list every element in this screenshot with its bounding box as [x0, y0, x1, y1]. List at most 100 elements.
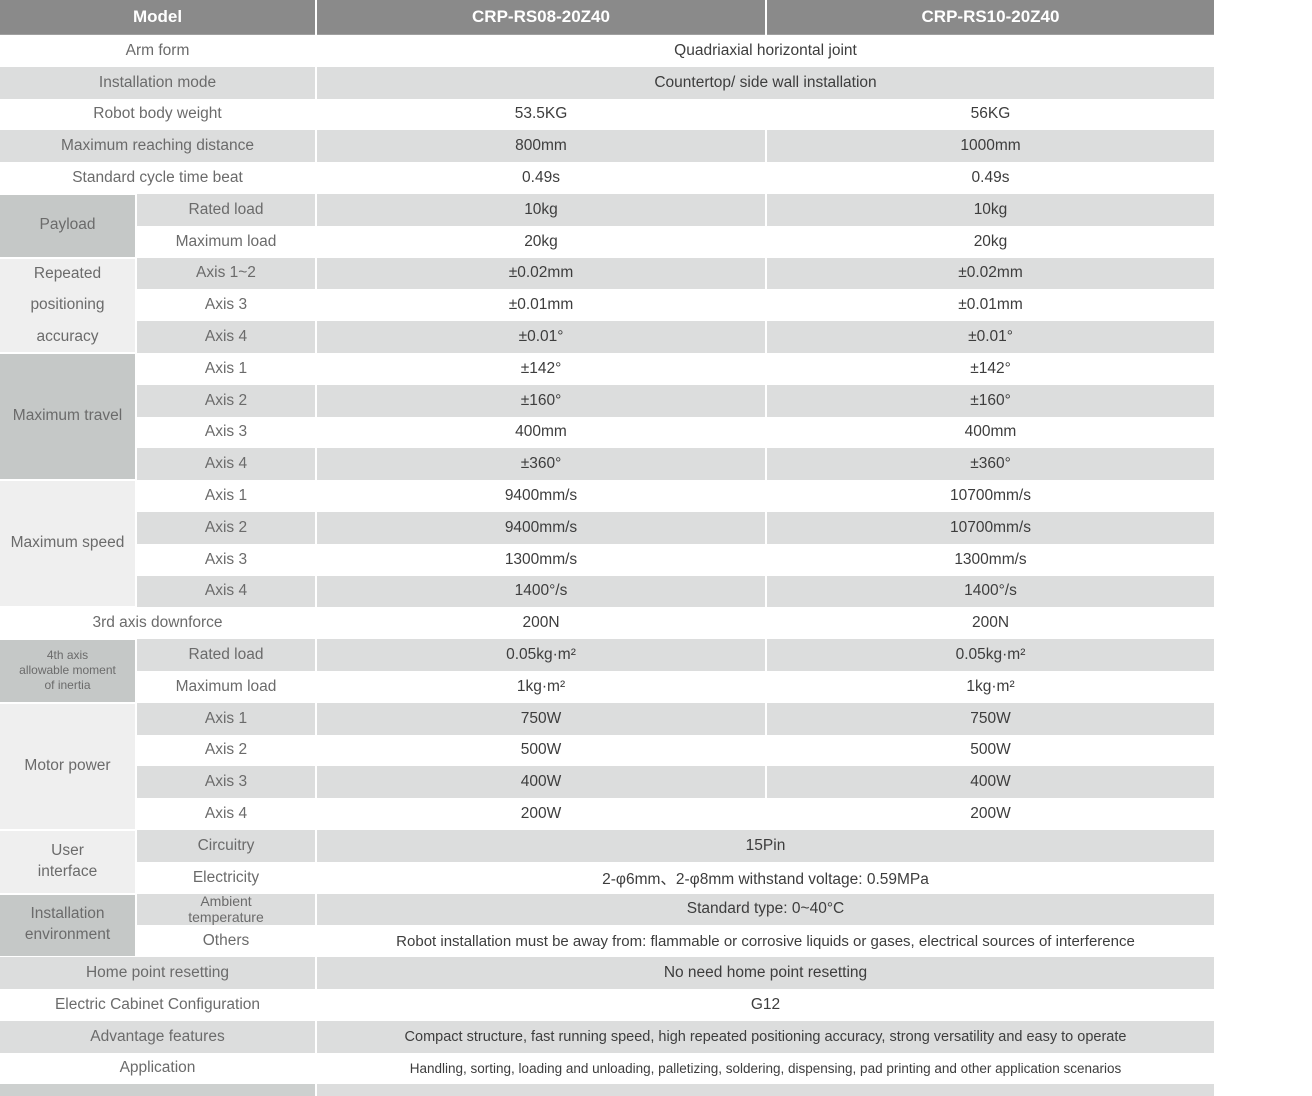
- others-label: Others: [202, 932, 250, 950]
- cabinet-label: Electric Cabinet Configuration: [54, 995, 261, 1013]
- row-speed-axis3: Axis 3 1300mm/s 1300mm/s: [0, 544, 1214, 576]
- accuracy-axis4-rs10: ±0.01°: [767, 321, 1214, 353]
- accuracy-axis12-label: Axis 1~2: [137, 257, 315, 290]
- inertia-max-label: Maximum load: [175, 677, 277, 695]
- cabinet-value: G12: [750, 995, 781, 1013]
- group-label-payload: Payload: [0, 195, 135, 257]
- row-motor-axis2: Axis 2 500W 500W: [0, 735, 1214, 767]
- travel-axis3-label: Axis 3: [204, 423, 248, 441]
- accuracy-axis4-label: Axis 4: [137, 321, 315, 353]
- clipped-label-cell: [0, 1084, 315, 1096]
- row-installation-mode: Installation mode Countertop/ side wall …: [0, 66, 1214, 99]
- circuitry-value: 15Pin: [317, 829, 1214, 862]
- motor-axis1-rs10: 750W: [767, 702, 1214, 735]
- group-label-max-speed: Maximum speed: [0, 481, 135, 607]
- accuracy-axis12-rs10: ±0.02mm: [767, 257, 1214, 290]
- motor-axis3-label: Axis 3: [137, 766, 315, 799]
- travel-axis1-rs10: ±142°: [970, 359, 1011, 377]
- row-inertia-max: Maximum load 1kg·m² 1kg·m²: [0, 671, 1214, 703]
- arm-form-label: Arm form: [125, 41, 190, 59]
- electricity-label: Electricity: [192, 868, 260, 886]
- cycle-time-rs08: 0.49s: [522, 169, 560, 187]
- ambient-temperature-value: Standard type: 0~40°C: [317, 893, 1214, 926]
- group-label-inertia: 4th axis allowable moment of inertia: [0, 640, 135, 702]
- cycle-time-label: Standard cycle time beat: [72, 169, 243, 187]
- motor-axis4-rs10: 200W: [970, 805, 1011, 823]
- application-value: Handling, sorting, loading and unloading…: [409, 1060, 1122, 1076]
- travel-axis1-label: Axis 1: [204, 359, 248, 377]
- motor-axis4-rs08: 200W: [520, 805, 562, 823]
- row-cycle-time: Standard cycle time beat 0.49s 0.49s: [0, 162, 1214, 194]
- body-weight-rs08: 53.5KG: [514, 105, 568, 123]
- travel-axis4-label: Axis 4: [137, 448, 315, 481]
- row-circuitry: Circuitry 15Pin: [0, 829, 1214, 862]
- downforce-rs08: 200N: [522, 614, 560, 632]
- body-weight-label: Robot body weight: [93, 105, 222, 123]
- spec-table: Model CRP-RS08-20Z40 CRP-RS10-20Z40 Arm …: [0, 0, 1214, 1096]
- travel-axis3-rs10: 400mm: [964, 423, 1017, 441]
- row-arm-form: Arm form Quadriaxial horizontal joint: [0, 35, 1214, 67]
- row-home-point: Home point resetting No need home point …: [0, 957, 1214, 989]
- row-payload-max: Maximum load 20kg 20kg: [0, 226, 1214, 258]
- reaching-distance-rs10: 1000mm: [767, 130, 1214, 163]
- row-clipped-bottom: [0, 1084, 1214, 1096]
- others-value: Robot installation must be away from: fl…: [396, 932, 1135, 950]
- speed-axis1-rs10: 10700mm/s: [950, 487, 1031, 505]
- travel-axis2-rs10: ±160°: [767, 384, 1214, 417]
- header-model-rs10: CRP-RS10-20Z40: [767, 0, 1214, 35]
- accuracy-axis3-label: Axis 3: [204, 296, 248, 314]
- motor-axis1-rs08: 750W: [317, 702, 765, 735]
- payload-rated-label: Rated load: [137, 193, 315, 226]
- motor-axis3-rs08: 400W: [317, 766, 765, 799]
- row-payload-rated: Rated load 10kg 10kg: [0, 193, 1214, 226]
- row-travel-axis4: Axis 4 ±360° ±360°: [0, 448, 1214, 481]
- row-inertia-rated: Rated load 0.05kg·m² 0.05kg·m²: [0, 639, 1214, 671]
- motor-axis4-label: Axis 4: [204, 805, 248, 823]
- speed-axis2-label: Axis 2: [137, 511, 315, 544]
- payload-max-rs08: 20kg: [524, 232, 558, 250]
- advantage-value: Compact structure, fast running speed, h…: [317, 1020, 1214, 1053]
- speed-axis4-label: Axis 4: [137, 575, 315, 608]
- header-model-rs08: CRP-RS08-20Z40: [317, 0, 765, 35]
- row-body-weight: Robot body weight 53.5KG 56KG: [0, 99, 1214, 131]
- inertia-rated-rs10: 0.05kg·m²: [767, 639, 1214, 671]
- group-label-install-env: Installation environment: [0, 894, 135, 957]
- row-others: Others Robot installation must be away f…: [0, 925, 1214, 957]
- advantage-label: Advantage features: [0, 1020, 315, 1053]
- row-motor-axis1: Axis 1 750W 750W: [0, 702, 1214, 735]
- travel-axis2-label: Axis 2: [137, 384, 315, 417]
- payload-rated-rs10: 10kg: [767, 193, 1214, 226]
- row-downforce: 3rd axis downforce 200N 200N: [0, 607, 1214, 639]
- installation-mode-value: Countertop/ side wall installation: [317, 66, 1214, 99]
- speed-axis4-rs08: 1400°/s: [317, 575, 765, 608]
- travel-axis1-rs08: ±142°: [520, 359, 562, 377]
- group-label-accuracy: Repeated positioning accuracy: [0, 258, 135, 352]
- row-accuracy-axis4: Axis 4 ±0.01° ±0.01°: [0, 321, 1214, 353]
- body-weight-rs10: 56KG: [970, 105, 1011, 123]
- speed-axis2-rs08: 9400mm/s: [317, 511, 765, 544]
- row-travel-axis2: Axis 2 ±160° ±160°: [0, 384, 1214, 417]
- downforce-rs10: 200N: [971, 614, 1010, 632]
- cycle-time-rs10: 0.49s: [971, 169, 1010, 187]
- row-ambient-temperature: Ambient temperature Standard type: 0~40°…: [0, 893, 1214, 926]
- row-speed-axis2: Axis 2 9400mm/s 10700mm/s: [0, 511, 1214, 544]
- payload-rated-rs08: 10kg: [317, 193, 765, 226]
- inertia-max-rs10: 1kg·m²: [966, 677, 1015, 695]
- motor-axis2-rs10: 500W: [970, 741, 1011, 759]
- accuracy-axis3-rs10: ±0.01mm: [958, 296, 1023, 314]
- payload-max-label: Maximum load: [175, 232, 277, 250]
- header-model: Model: [0, 0, 315, 35]
- home-point-value: No need home point resetting: [317, 957, 1214, 989]
- accuracy-axis12-rs08: ±0.02mm: [317, 257, 765, 290]
- group-label-max-travel: Maximum travel: [0, 354, 135, 480]
- motor-axis1-label: Axis 1: [137, 702, 315, 735]
- row-advantage: Advantage features Compact structure, fa…: [0, 1020, 1214, 1053]
- inertia-max-rs08: 1kg·m²: [516, 677, 566, 695]
- payload-max-rs10: 20kg: [973, 232, 1008, 250]
- motor-axis2-rs08: 500W: [520, 741, 562, 759]
- table-header-row: Model CRP-RS08-20Z40 CRP-RS10-20Z40: [0, 0, 1214, 35]
- row-accuracy-axis12: Axis 1~2 ±0.02mm ±0.02mm: [0, 257, 1214, 290]
- motor-axis2-label: Axis 2: [204, 741, 248, 759]
- row-electricity: Electricity 2-φ6mm、2-φ8mm withstand volt…: [0, 862, 1214, 894]
